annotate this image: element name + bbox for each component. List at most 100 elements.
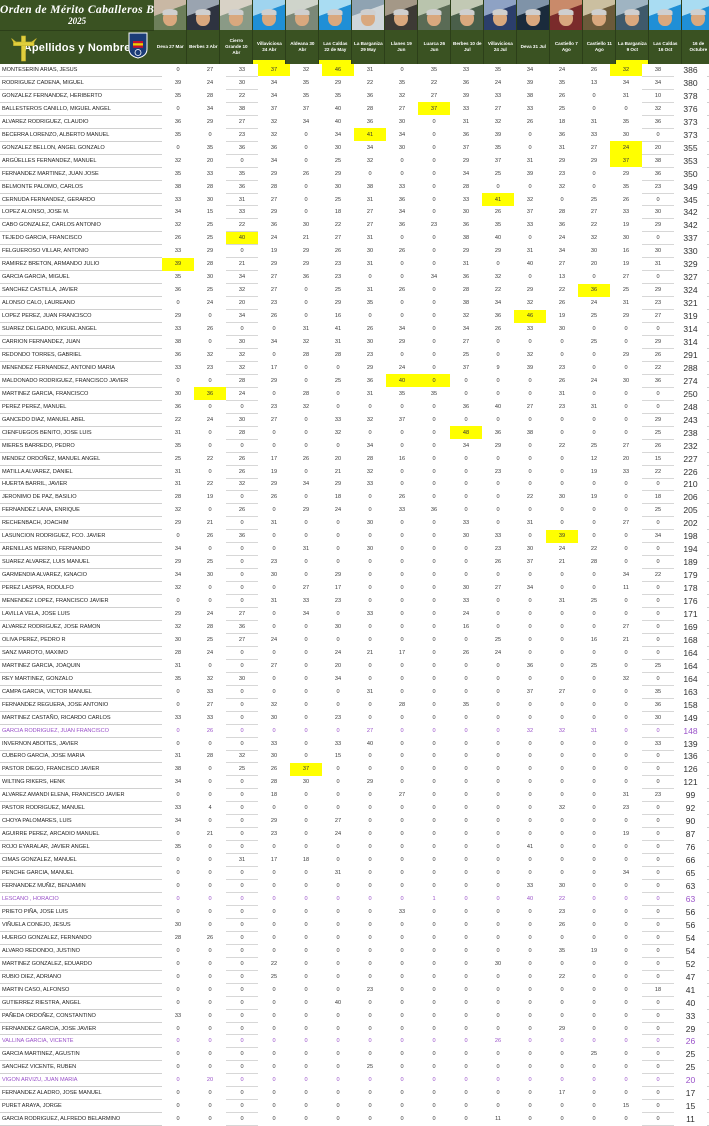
table-row[interactable]: GONZALEZ FERNANDEZ, HERIBERTO 35 28 22 34 35 3… xyxy=(0,89,709,103)
event-column-header-13[interactable]: Castiello 11 Ago xyxy=(583,0,617,64)
event-column-header-15[interactable]: Las Caldas 16 Oct xyxy=(649,0,683,64)
table-row[interactable]: MENENDEZ FERNANDEZ, ANTONIO MARIA 33 23 32 1… xyxy=(0,361,709,375)
table-row[interactable]: CIMAS GONZALEZ, MANUEL 0 0 31 17 18 0 0 0 0 0 0 0 0 0 0… xyxy=(0,853,709,868)
table-row[interactable]: FERNANDEZ LANA, ENRIQUE 32 0 26 0 29 24 0 33 36 0 0… xyxy=(0,503,709,518)
score-cell: 0 xyxy=(208,442,212,449)
table-row[interactable]: FERNANDEZ MUÑIZ, BENJAMIN 0 0 0 0 0 0 0 0 0 0 0 33 30… xyxy=(0,879,709,893)
table-row[interactable]: ALVAREZ RODRIGUEZ, CLAUDIO 36 29 27 32 34 40 36… xyxy=(0,115,709,129)
table-row[interactable]: RODRIGUEZ CADENA, MIGUEL 39 24 30 34 35 29 22 35… xyxy=(0,76,709,90)
event-column-header-6[interactable]: La Barganiza 29 May xyxy=(352,0,386,64)
table-row[interactable]: MENDEZ ORDOÑEZ, MANUEL ANGEL 25 22 26 17 26 20… xyxy=(0,452,709,466)
table-row[interactable]: PASTOR RODRIGUEZ, MANUEL 33 4 0 0 0 0 0 0 0 0 0 0 32 0… xyxy=(0,801,709,816)
table-row[interactable]: BELMONTE PALOMO, CARLOS 38 28 36 28 0 30 38 33 0 2… xyxy=(0,180,709,194)
table-row[interactable]: GARMENDIA ALVAREZ, IGNACIO 34 30 0 30 0 29 0 0 0 0… xyxy=(0,568,709,583)
table-row[interactable]: VIGON ARVIZU, JUAN MARIA 0 20 0 0 0 0 0 0 0 0 0 0 0 0 0… xyxy=(0,1073,709,1088)
event-column-header-0[interactable]: Deva 27 Mar xyxy=(154,0,188,64)
event-column-header-8[interactable]: Luarca 26 Jun xyxy=(418,0,452,64)
table-row[interactable]: SANCHEZ CASTILLA, JAVIER 36 25 32 27 0 25 31 26 0… xyxy=(0,283,709,298)
table-row[interactable]: GARCIA MARTINEZ, AGUSTIN 0 0 0 0 0 0 0 0 0 0 0 0 0 25 0… xyxy=(0,1047,709,1062)
table-row[interactable]: ARENILLAS MERINO, FERNANDO 34 0 0 0 31 0 30 0 0 0 2… xyxy=(0,542,709,557)
table-row[interactable]: AGUIRRE PEREZ, ARCADIO MANUEL 0 21 0 23 0 24 0 0… xyxy=(0,827,709,842)
table-row[interactable]: MATILLA ALVAREZ, DANIEL 31 0 26 19 0 21 32 0 0 0 23… xyxy=(0,465,709,479)
table-row[interactable]: FERNANDEZ REGUERA, JOSE ANTONIO 0 27 0 32 0 0 0… xyxy=(0,698,709,712)
event-column-header-5[interactable]: Las Caldas 22 de May xyxy=(319,0,353,64)
table-row[interactable]: MARTINEZ GARCIA, FRANCISCO 30 36 24 0 28 0 31 35… xyxy=(0,387,709,401)
table-row[interactable]: REY MARTINEZ, GONZALO 35 32 30 0 0 34 0 0 0 0 0 0 0 0 3… xyxy=(0,672,709,686)
event-column-header-16[interactable]: 16 de Octubre xyxy=(682,0,709,64)
table-row[interactable]: TEJEDO GARCIA, FRANCISCO 26 25 40 24 21 27 31 0 0… xyxy=(0,231,709,246)
table-row[interactable]: CERNUDA FERNANDEZ, GERARDO 33 30 31 27 0 25 31 3… xyxy=(0,193,709,207)
table-row[interactable]: BECERRA LORENZO, ALBERTO MANUEL 35 0 23 32 0 3… xyxy=(0,128,709,142)
table-row[interactable]: PAÑEDA ORDOÑEZ, CONSTANTINO 33 0 0 0 0 0 0 0 0 0 0 0… xyxy=(0,1009,709,1023)
table-row[interactable]: LAVILLA VELA, JOSE LUIS 29 24 27 0 34 0 33 0 0 24 0… xyxy=(0,607,709,621)
table-row[interactable]: GUTIERREZ RIESTRA, ANGEL 0 0 0 0 0 40 0 0 0 0 0 0 0 0 0… xyxy=(0,996,709,1010)
table-row[interactable]: JERONIMO DE PAZ, BASILIO 28 19 0 26 0 18 0 26 0 0 0… xyxy=(0,490,709,505)
table-row[interactable]: VALLINA GARCIA, VICENTE 0 0 0 0 0 0 0 0 0 0 26 0 0 0 0 0… xyxy=(0,1034,709,1049)
table-row[interactable]: PEREZ PEREZ, MANUEL 36 0 0 23 32 0 0 0 0 36 40 27 23 3… xyxy=(0,400,709,414)
event-column-header-2[interactable]: Cierro Grande 10 Abr xyxy=(220,0,254,64)
table-row[interactable]: WILTING RIKERS, HENK 34 0 0 28 30 0 29 0 0 0 0 0 0 0 0 0… xyxy=(0,775,709,790)
table-row[interactable]: SANCHEZ VICENTE, RUBEN 0 0 0 0 0 0 25 0 0 0 0 0 0 0 0 0 2… xyxy=(0,1060,709,1075)
table-row[interactable]: GARCIA GARCIA, MIGUEL 35 30 34 27 36 23 0 0 34 36 3… xyxy=(0,270,709,285)
table-row[interactable]: HUERTA BARRIL, JAVIER 31 22 32 29 34 29 33 0 0 0 0 0… xyxy=(0,478,709,492)
table-row[interactable]: MENENDEZ LOPEZ, FRANCISCO JAVIER 0 0 0 31 33 2… xyxy=(0,594,709,609)
table-row[interactable]: GARCIA RODRIGUEZ, ALFREDO BELARMINO 0 0 0 0 0… xyxy=(0,1112,709,1126)
table-row[interactable]: MARTINEZ GONZALEZ, EDUARDO 0 0 0 22 0 0 0 0 0 0 30 0… xyxy=(0,957,709,971)
table-row[interactable]: GANCEDO DIAZ, MANUEL ABEL 22 24 30 27 0 33 32 37… xyxy=(0,413,709,427)
table-row[interactable]: CABO GONZALEZ, CARLOS ANTONIO 32 25 22 36 30 2… xyxy=(0,218,709,233)
table-row[interactable]: ARGÜELLES FERNANDEZ, MANUEL 32 20 0 34 0 25 32 0… xyxy=(0,154,709,168)
table-row[interactable]: ALVAREZ RODRIGUEZ, JOSE RAMON 32 28 36 0 0 30 0… xyxy=(0,620,709,634)
table-row[interactable]: LOPEZ PEREZ, JUAN FRANCISCO 29 0 34 26 0 16 0 0 0… xyxy=(0,309,709,324)
event-column-header-12[interactable]: Castiello 7 Ago xyxy=(550,0,584,64)
table-row[interactable]: CARRION FERNANDEZ, JUAN 38 0 30 34 32 31 30 29 0 2… xyxy=(0,335,709,349)
table-row[interactable]: GONZALEZ BELLON, ANGEL GONZALO 0 35 36 36 0 30… xyxy=(0,141,709,155)
table-row[interactable]: LESCANO , HORACIO0000000010040220006365º xyxy=(0,892,709,906)
table-row[interactable]: RAMIREZ BRETON, ARMANDO JULIO 39 28 21 29 29 2… xyxy=(0,257,709,272)
table-row[interactable]: INVERNON ABOITES, JAVIER 0 0 0 33 0 33 40 0 0 0 0 0 0… xyxy=(0,737,709,751)
table-row[interactable]: HUERGO GONZALEZ, FERNANDO 28 26 0 0 0 0 0 0 0 0 0 0 0… xyxy=(0,931,709,945)
event-column-header-9[interactable]: Berbes 10 de Jul xyxy=(451,0,485,64)
table-row[interactable]: ALONSO CALO, LAUREANO 0 24 20 23 0 29 35 0 0 38 34 3… xyxy=(0,296,709,311)
table-row[interactable]: RUBIO DIEZ, ADRIANO000250000000022000477… xyxy=(0,970,709,984)
table-row[interactable]: ALVAREZ AMANDI ELENA, FRANCISCO JAVIER 0 0… xyxy=(0,788,709,803)
table-row[interactable]: FERNANDEZ ALADRO, JOSE MANUEL 0 0 0 0 0 0 0 0 0 0 0… xyxy=(0,1086,709,1101)
table-row[interactable]: LASUNCION RODRIGUEZ, FCO. JAVIER 0 26 36 0 0 0… xyxy=(0,529,709,544)
table-row[interactable]: GARCIA RODRIGUEZ, JUAN FRANCISCO 0 26 0 0 0 0 2… xyxy=(0,724,709,738)
event-column-header-4[interactable]: Aldeana 30 Abr xyxy=(286,0,320,64)
table-row[interactable]: SANZ MAROTO, MAXIMO 28 24 0 0 0 24 21 17 0 26 24 0 0 0… xyxy=(0,646,709,660)
table-row[interactable]: MARTIN CASO, ALFONSO 0 0 0 0 0 0 23 0 0 0 0 0 0 0 0 18 41… xyxy=(0,983,709,997)
event-column-header-14[interactable]: La Barganiza 9 Oct xyxy=(616,0,650,64)
table-row[interactable]: CUBERO GARCIA, JOSE MARIA 31 28 32 30 0 15 0 0 0 0… xyxy=(0,750,709,764)
event-column-header-1[interactable]: Berbes 3 Abr xyxy=(187,0,221,64)
table-row[interactable]: ALVARO REDONDO, JUSTINO 0 0 0 0 0 0 0 0 0 0 0 0 35 19 0… xyxy=(0,944,709,958)
score-cell: 0 xyxy=(528,377,532,384)
table-row[interactable]: OLIVA PEREZ, PEDRO R 30 25 27 24 0 0 0 0 0 0 25 0 0 16… xyxy=(0,633,709,647)
table-row[interactable]: MARTINEZ GARCIA, JOAQUIN 31 0 0 27 0 20 0 0 0 0 0 36… xyxy=(0,659,709,673)
table-row[interactable]: MARTINEZ CASTAÑO, RICARDO CARLOS 33 33 0 30 0… xyxy=(0,711,709,725)
table-row[interactable]: BALLESTEROS CANILLO, MIGUEL ANGEL 0 34 38 37… xyxy=(0,102,709,116)
event-column-header-11[interactable]: Deva 31 Jul xyxy=(517,0,551,64)
table-row[interactable]: SUAREZ ALVAREZ, LUIS MANUEL 29 25 0 23 0 0 0 0 0 0… xyxy=(0,555,709,570)
table-row[interactable]: PEREZ LASPRA, RODULFO 32 0 0 0 27 17 0 0 0 30 27 34 0… xyxy=(0,581,709,596)
table-row[interactable]: MIERES BARREDO, PEDRO 35 0 0 0 0 0 34 0 0 34 29 0 22 2… xyxy=(0,439,709,453)
event-column-header-3[interactable]: Villaviciosa 24 Abr xyxy=(253,0,287,64)
table-row[interactable]: ROJO EYARALAR, JAVIER ANGEL 35 0 0 0 0 0 0 0 0 0 0 4… xyxy=(0,840,709,855)
table-row[interactable]: FERNANDEZ MARTINEZ, JUAN JOSE 35 33 35 29 26 2… xyxy=(0,167,709,181)
table-row[interactable]: CAMPA GARCIA, VICTOR MANUEL 0 33 0 0 0 0 31 0 0 0 0… xyxy=(0,685,709,699)
table-row[interactable]: RECHENBACH, JOACHIM 29 21 0 31 0 0 30 0 0 33 0 31 0 0 2… xyxy=(0,516,709,531)
event-column-header-7[interactable]: Llanes 19 Jun xyxy=(385,0,419,64)
table-row[interactable]: SUAREZ DELGADO, MIGUEL ANGEL 33 26 0 0 31 41 26… xyxy=(0,322,709,337)
table-row[interactable]: CHOYA PALOMARES, LUIS 34 0 0 29 0 27 0 0 0 0 0 0 0 0 0 0… xyxy=(0,814,709,829)
table-row[interactable]: PURET ARAYA, JORGE000000000000001501581º xyxy=(0,1099,709,1114)
event-column-header-10[interactable]: Villaviciosa 24 Jul xyxy=(484,0,518,64)
table-row[interactable]: MONTESERIN ARIAS, JESUS 0 27 33 37 32 46 31 0 35 3… xyxy=(0,64,709,77)
table-row[interactable]: REDONDO TORRES, GABRIEL 36 32 32 0 28 28 23 0 0 25… xyxy=(0,348,709,362)
table-row[interactable]: PASTOR DIEGO, FRANCISCO JAVIER 38 0 25 26 37 0… xyxy=(0,762,709,777)
table-row[interactable]: PRIETO PIÑA, JOSE LUIS 0 0 0 0 0 0 0 33 0 0 0 0 23 0 0 0… xyxy=(0,905,709,919)
table-row[interactable]: FELGUEROSO VILLAR, ANTONIO 33 29 0 19 29 26 30 2… xyxy=(0,244,709,259)
table-row[interactable]: VIÑUELA CONEJO, JESUS 30 0 0 0 0 0 0 0 0 0 0 0 26 0 0 0 5… xyxy=(0,918,709,932)
table-row[interactable]: CIENFUEGOS BENITO, JOSE LUIS 31 0 28 0 0 32 0 0 0… xyxy=(0,426,709,440)
table-row[interactable]: LOPEZ ALONSO, JOSE M. 34 15 33 29 0 18 27 34 0 30 2… xyxy=(0,205,709,220)
table-row[interactable]: PENCHE GARCIA, MANUEL 0 0 0 0 0 31 0 0 0 0 0 0 0 0 34 0 6… xyxy=(0,866,709,881)
table-row[interactable]: MALDONADO RODRIGUEZ, FRANCISCO JAVIER 0 0 2… xyxy=(0,374,709,388)
